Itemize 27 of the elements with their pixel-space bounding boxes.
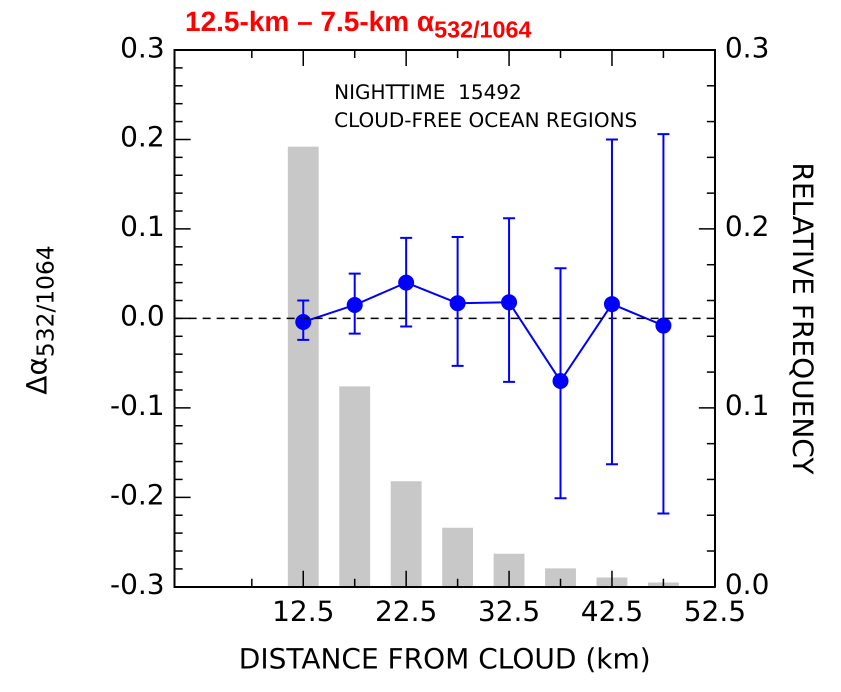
y2-tick-label: 0.1 bbox=[724, 389, 770, 422]
bar bbox=[596, 577, 628, 586]
y2-axis-title: RELATIVE FREQUENCY bbox=[786, 162, 819, 476]
x-tick-label: 22.5 bbox=[374, 594, 438, 628]
x-tick-label: 32.5 bbox=[478, 594, 540, 628]
bar bbox=[390, 481, 422, 586]
bar bbox=[545, 568, 576, 586]
annotation: NIGHTTIME 15492 bbox=[334, 80, 522, 104]
y-tick-label: 0.3 bbox=[120, 31, 165, 64]
y-tick-label: -0.2 bbox=[110, 478, 165, 512]
bar bbox=[442, 528, 474, 586]
bar bbox=[494, 554, 524, 586]
y-tick-label: -0.1 bbox=[110, 389, 165, 422]
x-tick-label: 12.5 bbox=[272, 594, 334, 628]
bar bbox=[648, 582, 679, 586]
x-tick-label: 42.5 bbox=[580, 594, 644, 628]
y-tick-label: 0.0 bbox=[120, 300, 165, 333]
y2-tick-label: 0.3 bbox=[724, 31, 770, 64]
bar bbox=[339, 386, 370, 586]
y-tick-label: 0.2 bbox=[120, 120, 165, 154]
y-tick-label: 0.1 bbox=[120, 210, 165, 244]
bar bbox=[288, 146, 319, 586]
x-axis-title: DISTANCE FROM CLOUD (km) bbox=[238, 642, 651, 676]
y2-tick-label: 0.2 bbox=[724, 210, 770, 244]
annotation: CLOUD-FREE OCEAN REGIONS bbox=[334, 108, 638, 132]
chart-title: 12.5-km – 7.5-km α$_{532/1064}$ bbox=[185, 6, 532, 44]
y-tick-label: -0.3 bbox=[110, 568, 165, 602]
